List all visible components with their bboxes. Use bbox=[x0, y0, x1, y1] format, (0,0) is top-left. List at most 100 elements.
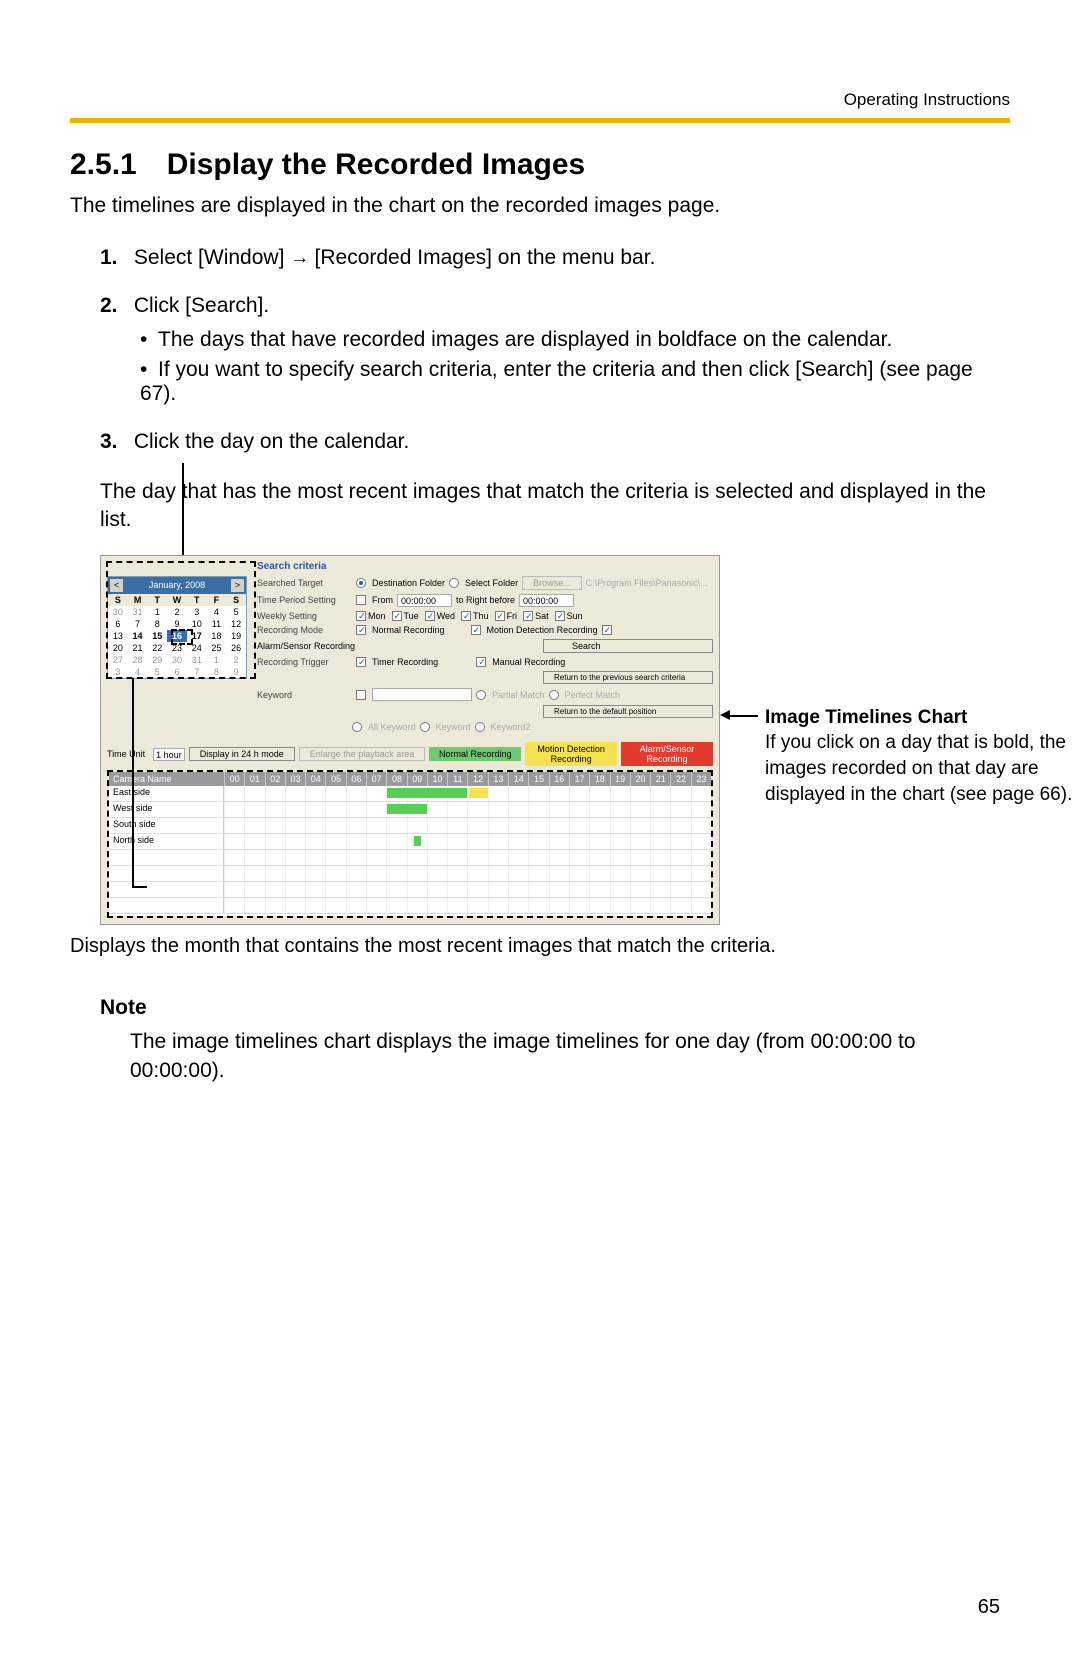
note-block: Note The image timelines chart displays … bbox=[100, 996, 1010, 1085]
weekday-checkbox[interactable] bbox=[356, 611, 366, 621]
hour-header: 00 bbox=[224, 772, 244, 786]
search-criteria-panel: Searched Target Destination Folder Selec… bbox=[257, 576, 713, 737]
mode-alarm-checkbox[interactable] bbox=[602, 625, 612, 635]
weekday-checkbox[interactable] bbox=[523, 611, 533, 621]
perfect-match-radio[interactable] bbox=[549, 690, 559, 700]
page-number: 65 bbox=[978, 1596, 1000, 1619]
kw-1-label: Keyword bbox=[436, 722, 471, 732]
return-default-button[interactable]: Return to the default position bbox=[543, 705, 713, 718]
trigger-manual-label: Manual Recording bbox=[492, 657, 565, 667]
arrowhead-left-icon bbox=[720, 710, 730, 720]
kw-all-label: All Keyword bbox=[368, 722, 416, 732]
return-prev-button[interactable]: Return to the previous search criteria bbox=[543, 671, 713, 684]
weekday-checkbox[interactable] bbox=[425, 611, 435, 621]
callout-right-body: If you click on a day that is bold, the … bbox=[765, 732, 1072, 804]
calendar-highlight-box bbox=[106, 561, 256, 679]
timeline-row: East side bbox=[109, 786, 711, 802]
header-rule bbox=[70, 118, 1010, 123]
hour-header: 03 bbox=[285, 772, 305, 786]
hour-header: 04 bbox=[305, 772, 325, 786]
callout-right-title: Image Timelines Chart bbox=[765, 707, 967, 728]
hour-header: 15 bbox=[528, 772, 548, 786]
hour-header: 11 bbox=[447, 772, 467, 786]
intro-text: The timelines are displayed in the chart… bbox=[70, 194, 1010, 218]
weekday-checkbox[interactable] bbox=[461, 611, 471, 621]
select-folder-label: Select Folder bbox=[465, 578, 518, 588]
trigger-manual-checkbox[interactable] bbox=[476, 657, 486, 667]
kw-2-radio[interactable] bbox=[475, 722, 485, 732]
recording-bar[interactable] bbox=[413, 836, 421, 846]
kw-1-radio[interactable] bbox=[420, 722, 430, 732]
path-hint: C:\Program Files\Panasonic\... bbox=[586, 578, 708, 588]
keyword-input[interactable] bbox=[372, 688, 472, 701]
browse-button[interactable]: Browse... bbox=[522, 576, 582, 590]
recording-bar[interactable] bbox=[468, 788, 488, 798]
partial-match-radio[interactable] bbox=[476, 690, 486, 700]
hour-header: 17 bbox=[569, 772, 589, 786]
step-2-text: Click [Search]. bbox=[134, 294, 269, 317]
timeline-chart: Camera Name 0001020304050607080910111213… bbox=[107, 770, 713, 918]
kw-2-label: Keyword2 bbox=[491, 722, 531, 732]
partial-match-label: Partial Match bbox=[492, 690, 545, 700]
hour-header: 20 bbox=[630, 772, 650, 786]
weekday-checkbox[interactable] bbox=[495, 611, 505, 621]
recording-bar[interactable] bbox=[386, 804, 427, 814]
hour-header: 10 bbox=[427, 772, 447, 786]
time-period-label: Time Period Setting bbox=[257, 595, 352, 605]
weekday-label: Sun bbox=[567, 611, 583, 621]
weekday-label: Tue bbox=[404, 611, 419, 621]
weekday-label: Mon bbox=[368, 611, 386, 621]
timeunit-label: Time Unit bbox=[107, 749, 145, 759]
enlarge-button[interactable]: Enlarge the playback area bbox=[299, 747, 426, 761]
day-highlight-box bbox=[171, 629, 193, 645]
timeline-row: South side bbox=[109, 818, 711, 834]
display-24h-button[interactable]: Display in 24 h mode bbox=[189, 747, 295, 761]
step-2-num: 2. bbox=[100, 294, 128, 318]
from-checkbox[interactable] bbox=[356, 595, 366, 605]
mode-normal-checkbox[interactable] bbox=[356, 625, 366, 635]
weekday-checkbox[interactable] bbox=[555, 611, 565, 621]
legend-alarm: Alarm/Sensor Recording bbox=[621, 742, 713, 766]
weekly-label: Weekly Setting bbox=[257, 611, 352, 621]
trigger-timer-checkbox[interactable] bbox=[356, 657, 366, 667]
hour-header: 16 bbox=[549, 772, 569, 786]
recording-bar[interactable] bbox=[386, 788, 467, 798]
step-2: 2. Click [Search]. The days that have re… bbox=[100, 294, 1010, 406]
perfect-match-label: Perfect Match bbox=[565, 690, 621, 700]
camera-header: Camera Name bbox=[109, 772, 224, 786]
legend-row: Time Unit 1 hour Display in 24 h mode En… bbox=[107, 742, 713, 766]
dest-folder-radio[interactable] bbox=[356, 578, 366, 588]
camera-name: South side bbox=[109, 818, 224, 833]
timeline-row bbox=[109, 882, 711, 898]
section-number: 2.5.1 bbox=[70, 148, 137, 182]
timeunit-select[interactable]: 1 hour bbox=[153, 748, 185, 761]
mode-normal-label: Normal Recording bbox=[372, 625, 445, 635]
legend-normal: Normal Recording bbox=[429, 747, 521, 761]
step-2-bullet-2: If you want to specify search criteria, … bbox=[140, 358, 1010, 406]
dest-folder-label: Destination Folder bbox=[372, 578, 445, 588]
hour-header: 23 bbox=[691, 772, 711, 786]
section-title: 2.5.1 Display the Recorded Images bbox=[70, 148, 1010, 182]
select-folder-radio[interactable] bbox=[449, 578, 459, 588]
timeline-row bbox=[109, 898, 711, 914]
kw-all-radio[interactable] bbox=[352, 722, 362, 732]
step-3: 3. Click the day on the calendar. bbox=[100, 430, 1010, 454]
from-time-input[interactable]: 00:00:00 bbox=[397, 594, 452, 607]
trigger-label: Recording Trigger bbox=[257, 657, 352, 667]
timeline-row bbox=[109, 850, 711, 866]
hour-header: 18 bbox=[589, 772, 609, 786]
weekday-checkbox[interactable] bbox=[392, 611, 402, 621]
callout-line-month-h bbox=[132, 886, 147, 888]
hour-header: 02 bbox=[265, 772, 285, 786]
to-time-input[interactable]: 00:00:00 bbox=[519, 594, 574, 607]
step-1-text-b: [Recorded Images] on the menu bar. bbox=[315, 246, 656, 269]
weekday-label: Fri bbox=[507, 611, 518, 621]
mode-motion-checkbox[interactable] bbox=[471, 625, 481, 635]
keyword-checkbox[interactable] bbox=[356, 690, 366, 700]
camera-name bbox=[109, 866, 224, 881]
weekday-label: Thu bbox=[473, 611, 489, 621]
section-heading: Display the Recorded Images bbox=[167, 148, 585, 181]
camera-name bbox=[109, 850, 224, 865]
step-2-bullet-1: The days that have recorded images are d… bbox=[140, 328, 1010, 352]
search-button[interactable]: Search bbox=[543, 639, 713, 653]
